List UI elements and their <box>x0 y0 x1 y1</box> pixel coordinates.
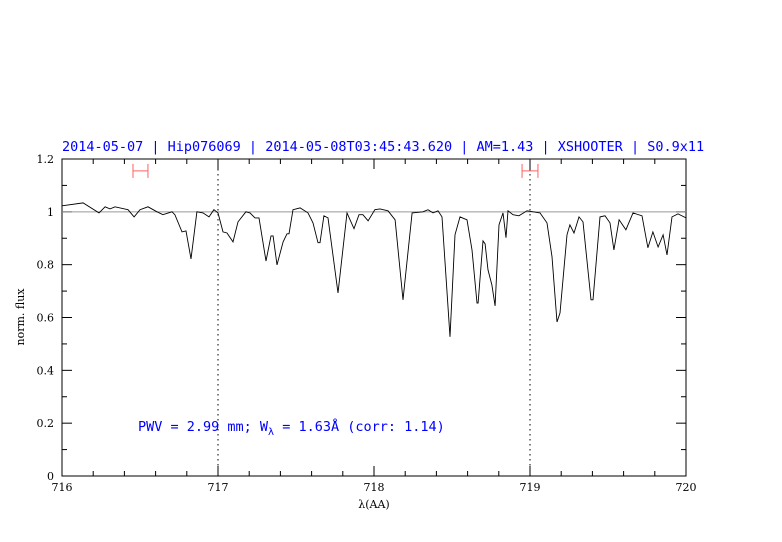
x-tick-label: 719 <box>520 481 541 494</box>
x-tick-label: 717 <box>208 481 229 494</box>
annotation-subscript: λ <box>268 427 274 438</box>
annotation-suffix: = 1.63Å (corr: 1.14) <box>274 418 445 435</box>
y-tick-label: 0.4 <box>37 364 55 377</box>
annotation-prefix: PWV = 2.99 mm; W <box>138 419 269 435</box>
x-tick-label: 716 <box>52 481 73 494</box>
y-tick-label: 1.2 <box>37 153 55 166</box>
spectrum-line <box>61 202 687 337</box>
annotation: PWV = 2.99 mm; Wλ = 1.63Å (corr: 1.14) <box>138 418 445 438</box>
x-axis-label: λ(AA) <box>358 498 389 511</box>
y-tick-label: 0 <box>47 470 54 483</box>
x-tick-label: 720 <box>676 481 697 494</box>
y-tick-label: 0.6 <box>37 312 55 325</box>
axes: 716 717 718 719 720 0 0.2 0.4 0.6 0.8 1 1.2 <box>37 153 697 494</box>
y-tick-label: 0.8 <box>37 259 55 272</box>
y-axis-label: norm. flux <box>14 288 27 346</box>
chart-title: 2014-05-07 | Hip076069 | 2014-05-08T03:4… <box>62 139 704 155</box>
y-tick-label: 0.2 <box>37 417 55 430</box>
marks <box>61 159 687 476</box>
y-tick-label: 1 <box>47 206 54 219</box>
x-tick-label: 718 <box>364 481 385 494</box>
